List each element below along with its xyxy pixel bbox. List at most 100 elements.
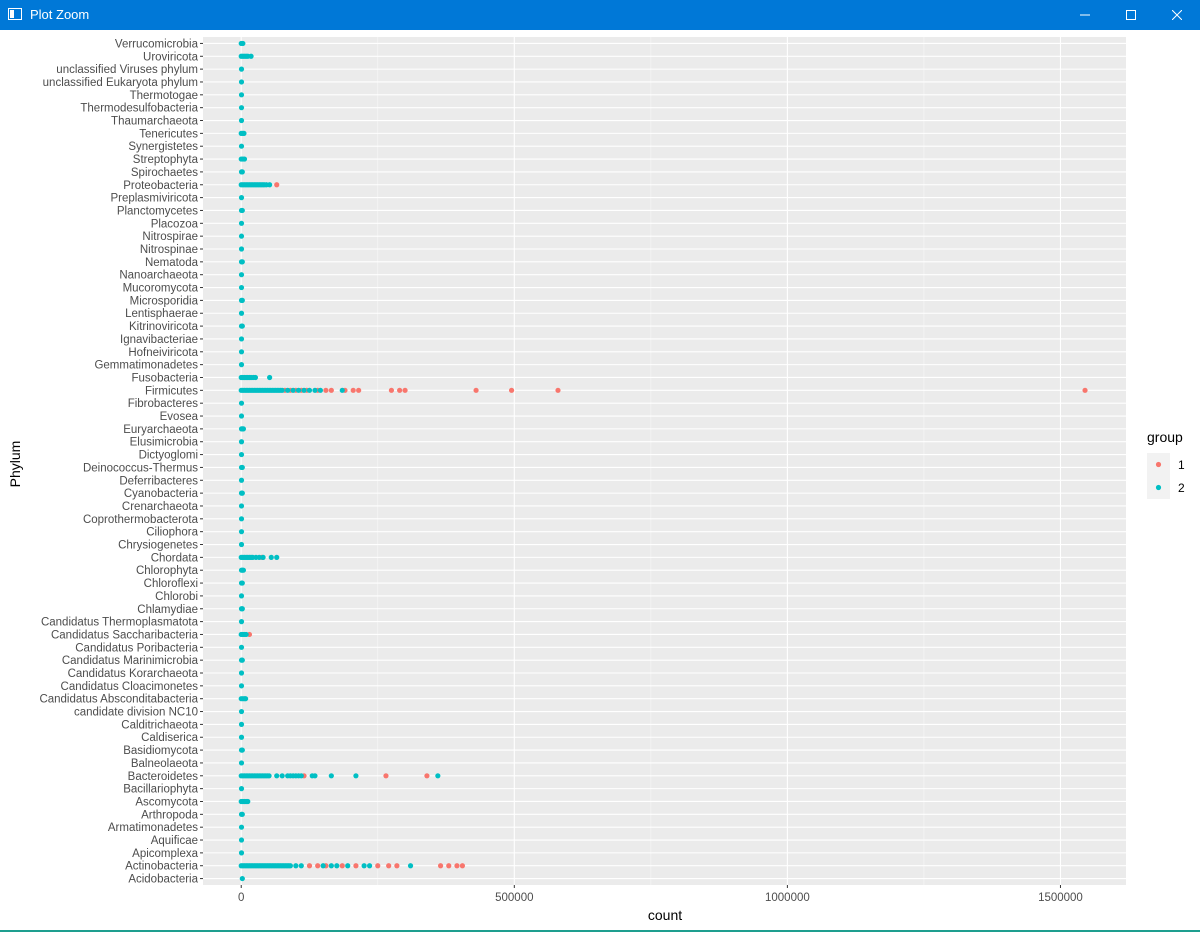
y-tick-label: Nematoda xyxy=(145,257,199,269)
data-point xyxy=(386,863,392,869)
data-point xyxy=(245,798,251,805)
data-point xyxy=(1082,387,1088,393)
y-tick-label: Euryarchaeota xyxy=(123,424,198,436)
data-point xyxy=(350,387,356,393)
data-point xyxy=(334,863,340,869)
data-point xyxy=(353,773,359,779)
data-point xyxy=(328,773,334,779)
data-point xyxy=(238,143,245,149)
data-point xyxy=(312,773,318,779)
y-tick-label: Crenarchaeota xyxy=(122,501,199,513)
app-icon xyxy=(8,8,22,20)
data-point xyxy=(238,92,245,98)
data-point xyxy=(339,863,345,869)
y-tick-label: Deinococcus-Thermus xyxy=(83,462,198,474)
data-point xyxy=(339,387,345,393)
y-tick-label: Armatimonadetes xyxy=(108,822,198,834)
x-tick-label: 1000000 xyxy=(765,892,810,904)
y-tick-label: Verrucomicrobia xyxy=(115,38,199,50)
y-tick-label: Preplasmiviricota xyxy=(110,193,198,205)
y-tick-label: Candidatus Korarchaeota xyxy=(68,668,199,680)
data-point xyxy=(424,773,430,779)
x-tick-label: 1500000 xyxy=(1038,892,1083,904)
y-tick-label: Synergistetes xyxy=(128,141,198,153)
x-tick-label: 0 xyxy=(238,892,244,904)
data-point xyxy=(238,105,245,111)
data-point xyxy=(508,387,515,393)
data-point xyxy=(243,696,249,702)
data-point xyxy=(239,259,245,265)
data-point xyxy=(238,786,245,792)
data-point xyxy=(375,863,381,869)
data-point xyxy=(238,619,245,625)
data-point xyxy=(555,387,561,393)
data-point xyxy=(238,195,245,201)
data-point xyxy=(239,169,245,175)
window-bottom-border xyxy=(0,930,1200,932)
data-point xyxy=(252,374,259,381)
legend-key-point xyxy=(1155,461,1162,468)
legend-title: group xyxy=(1147,429,1183,445)
data-point xyxy=(306,387,313,393)
data-point xyxy=(248,53,254,59)
y-tick-label: Firmicutes xyxy=(145,385,198,397)
legend-label: 2 xyxy=(1178,481,1185,495)
plot-panel xyxy=(203,37,1126,885)
data-point xyxy=(238,233,245,239)
data-point xyxy=(239,580,245,586)
y-tick-label: Calditrichaeota xyxy=(121,719,198,731)
close-icon xyxy=(1172,10,1182,20)
y-tick-label: Fusobacteria xyxy=(132,372,199,384)
data-point xyxy=(239,811,245,817)
data-point xyxy=(243,631,249,638)
data-point xyxy=(317,387,324,393)
data-point xyxy=(274,182,280,188)
y-tick-label: Planctomycetes xyxy=(117,205,198,217)
legend: group 1 2 xyxy=(1147,429,1185,499)
data-point xyxy=(306,863,313,869)
data-point xyxy=(353,863,359,869)
y-tick-label: Candidatus Marinimicrobia xyxy=(62,655,199,667)
data-point xyxy=(238,349,245,355)
maximize-button[interactable] xyxy=(1108,0,1154,30)
data-point xyxy=(240,567,247,573)
data-point xyxy=(435,773,441,779)
data-point xyxy=(241,130,247,136)
y-tick-label: Apicomplexa xyxy=(132,848,198,860)
data-point xyxy=(407,863,414,869)
minimize-button[interactable] xyxy=(1062,0,1108,30)
y-tick-label: Thermodesulfobacteria xyxy=(80,103,198,115)
data-point xyxy=(446,863,452,869)
data-point xyxy=(239,207,245,214)
minimize-icon xyxy=(1080,14,1090,16)
data-point xyxy=(285,387,291,393)
data-point xyxy=(238,734,245,740)
data-point xyxy=(240,426,247,432)
data-point xyxy=(301,387,307,393)
data-point xyxy=(239,323,245,329)
data-point xyxy=(323,387,329,393)
data-point xyxy=(239,657,245,663)
data-point xyxy=(238,529,245,535)
y-tick-label: Candidatus Saccharibacteria xyxy=(51,629,199,641)
y-tick-label: Basidiomycota xyxy=(123,745,198,757)
y-tick-label: Chordata xyxy=(151,552,199,564)
y-tick-label: Chlorobi xyxy=(155,591,198,603)
data-point xyxy=(238,362,245,368)
data-point xyxy=(238,439,245,445)
data-point xyxy=(240,40,246,47)
plot-area: Acidobacteria Actinobacteria Apicomplexa Aq… xyxy=(0,30,1200,930)
data-point xyxy=(238,451,245,458)
data-point xyxy=(238,272,245,278)
data-point xyxy=(238,670,245,676)
data-points xyxy=(238,40,1088,882)
close-button[interactable] xyxy=(1154,0,1200,30)
y-tick-label: Dictyoglomi xyxy=(139,450,198,462)
y-tick-label: unclassified Eukaryota phylum xyxy=(43,77,198,89)
y-tick-label: Elusimicrobia xyxy=(130,437,199,449)
y-tick-label: Proteobacteria xyxy=(123,180,198,192)
data-point xyxy=(238,683,245,689)
y-tick-label: Candidatus Cloacimonetes xyxy=(61,681,199,693)
data-point xyxy=(290,387,296,393)
y-tick-label: Tenericutes xyxy=(139,128,198,140)
